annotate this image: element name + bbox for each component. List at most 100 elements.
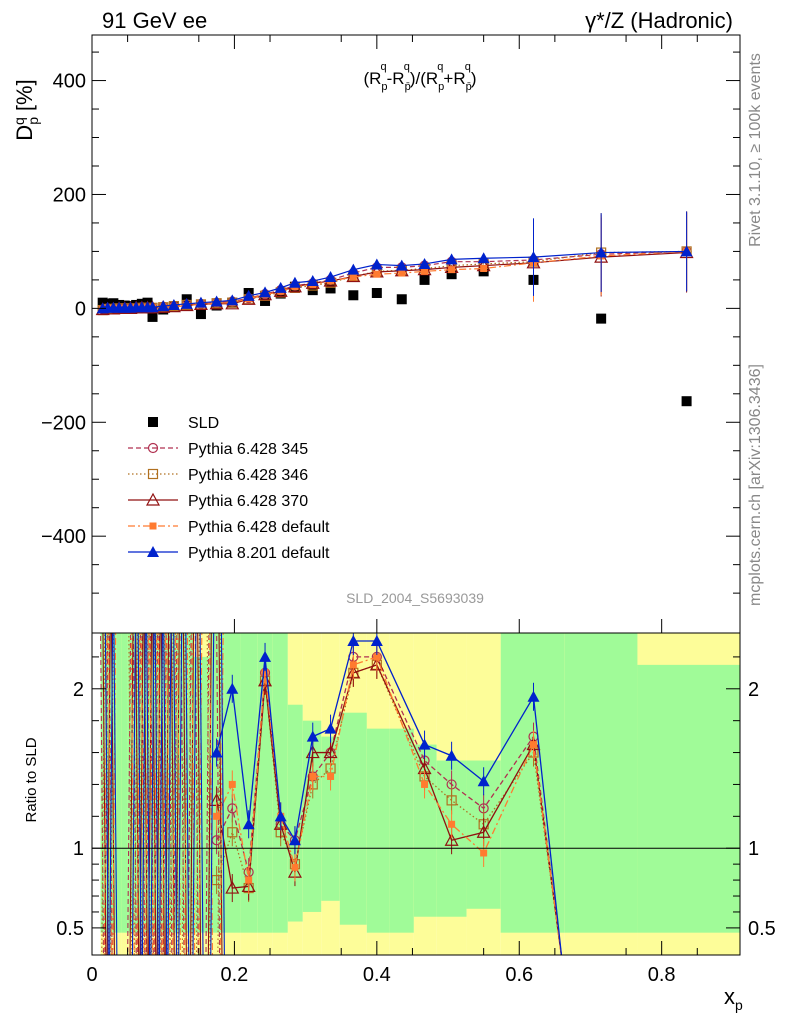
ratio-spike bbox=[133, 633, 139, 955]
data-point bbox=[681, 396, 692, 407]
data-point bbox=[325, 283, 336, 294]
band-one-sigma bbox=[564, 633, 638, 933]
ratio-point bbox=[261, 669, 269, 677]
ratio-point bbox=[213, 812, 221, 820]
main-ytick-label: 200 bbox=[53, 184, 86, 206]
ratio-spike bbox=[107, 633, 112, 955]
ratio-spike bbox=[216, 633, 221, 955]
ratio-spike bbox=[219, 633, 224, 955]
ratio-spike bbox=[168, 633, 173, 955]
ratio-spike bbox=[129, 633, 134, 955]
data-point bbox=[370, 258, 383, 270]
ratio-spike bbox=[131, 633, 136, 955]
band-one-sigma bbox=[127, 633, 134, 933]
data-point bbox=[260, 295, 271, 306]
data-point bbox=[445, 253, 458, 265]
data-point bbox=[371, 287, 382, 298]
ratio-spike bbox=[191, 633, 196, 955]
ratio-spike bbox=[162, 633, 167, 955]
ratio-spike bbox=[136, 633, 141, 955]
ratio-point bbox=[444, 832, 459, 846]
ratio-spike bbox=[167, 633, 172, 955]
ratio-point bbox=[527, 690, 540, 702]
data-point bbox=[446, 269, 457, 280]
data-point bbox=[306, 275, 319, 287]
band-one-sigma bbox=[272, 633, 288, 933]
band-one-sigma bbox=[637, 664, 740, 933]
analysis-id-label: SLD_2004_S5693039 bbox=[346, 590, 484, 606]
ratio-panel bbox=[100, 633, 563, 955]
ratio-spike bbox=[146, 633, 151, 955]
xtick-label: 0.2 bbox=[221, 964, 249, 986]
ratio-spike bbox=[104, 633, 109, 955]
legend-entry: Pythia 6.428 345 bbox=[128, 441, 308, 458]
ratio-point bbox=[274, 810, 287, 822]
legend-label: Pythia 6.428 370 bbox=[188, 493, 308, 510]
ratio-spike bbox=[205, 633, 210, 955]
ratio-point bbox=[245, 876, 253, 884]
ratio-spike bbox=[207, 633, 212, 955]
ratio-point bbox=[291, 863, 299, 871]
ratio-point bbox=[227, 803, 238, 814]
xtick-label: 0.8 bbox=[648, 964, 676, 986]
ratio-point bbox=[446, 795, 457, 806]
ratio-point bbox=[288, 834, 301, 846]
ratio-spike bbox=[108, 633, 113, 955]
mcplots-label: mcplots.cern.ch [arXiv:1306.3436] bbox=[747, 364, 764, 606]
ratio-spike bbox=[130, 633, 135, 955]
ratio-spike bbox=[145, 633, 150, 955]
band-one-sigma bbox=[389, 728, 414, 933]
ratio-ytick-label: 0.5 bbox=[56, 918, 84, 940]
ratio-spike bbox=[151, 633, 156, 955]
ratio-point bbox=[448, 820, 456, 828]
ratio-spike bbox=[166, 633, 171, 955]
ratio-ytick-label-right: 0.5 bbox=[748, 918, 776, 940]
xtick-label: 0.6 bbox=[505, 964, 533, 986]
ratio-spike bbox=[159, 633, 164, 955]
main-ytick-label: −400 bbox=[41, 526, 86, 548]
ratio-ytick-label: 1 bbox=[73, 838, 84, 860]
ratio-point bbox=[370, 634, 383, 646]
series-sld bbox=[97, 266, 692, 407]
data-point bbox=[157, 300, 170, 312]
xtick-label: 0 bbox=[86, 964, 97, 986]
ratio-spike bbox=[195, 633, 200, 955]
ratio-point bbox=[226, 682, 239, 694]
ratio-spike bbox=[155, 633, 160, 955]
ratio-point bbox=[327, 772, 335, 780]
legend-label: Pythia 6.428 346 bbox=[188, 467, 308, 484]
data-point bbox=[480, 265, 488, 273]
ratio-spike bbox=[157, 633, 162, 955]
ratio-point bbox=[324, 722, 337, 734]
ratio-ytick-label-right: 1 bbox=[748, 838, 759, 860]
ratio-spike bbox=[135, 633, 140, 955]
data-point bbox=[210, 295, 223, 307]
band-one-sigma bbox=[121, 633, 128, 933]
ratio-spike bbox=[158, 633, 163, 955]
data-point bbox=[348, 290, 359, 301]
ratio-spike bbox=[149, 633, 154, 955]
ratio-spike bbox=[144, 633, 149, 955]
ratio-spike bbox=[197, 633, 202, 955]
ratio-point bbox=[421, 780, 429, 788]
ratio-spike bbox=[141, 633, 146, 955]
ratio-ytick-label: 2 bbox=[73, 679, 84, 701]
ratio-spike bbox=[199, 633, 204, 955]
band-one-sigma bbox=[366, 728, 390, 933]
ratio-spike bbox=[182, 633, 187, 955]
legend-label: Pythia 8.201 default bbox=[188, 545, 330, 562]
ratio-point bbox=[347, 634, 360, 646]
ratio-spike bbox=[172, 633, 177, 955]
ratio-spike bbox=[163, 633, 168, 955]
energy-label: 91 GeV ee bbox=[102, 8, 207, 33]
ratio-spike bbox=[162, 633, 167, 955]
ratio-y-axis-label: Ratio to SLD bbox=[23, 737, 40, 822]
ratio-spike bbox=[198, 633, 203, 955]
process-label: γ*/Z (Hadronic) bbox=[585, 8, 733, 33]
ratio-spike bbox=[206, 633, 211, 955]
ratio-spike bbox=[192, 633, 197, 955]
ratio-spike bbox=[180, 633, 185, 955]
data-point bbox=[242, 289, 255, 301]
ratio-spike bbox=[137, 633, 142, 955]
ratio-spike bbox=[175, 633, 180, 955]
